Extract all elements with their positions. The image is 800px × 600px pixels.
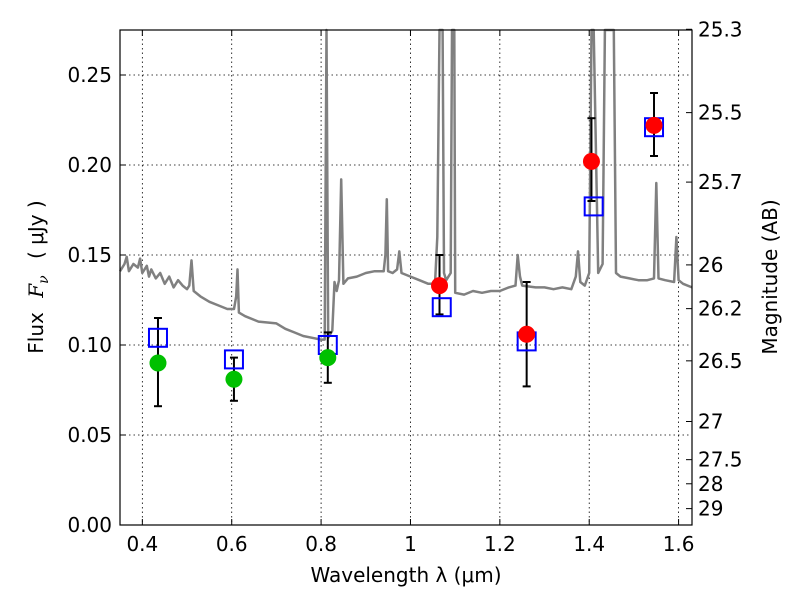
y-axis-title-symbol: F <box>24 283 48 299</box>
x-tick-label: 1.2 <box>484 532 516 556</box>
y2-tick-label: 29 <box>698 497 723 521</box>
plot-frame <box>119 29 693 526</box>
y-tick-label: 0.10 <box>67 333 112 357</box>
model-photometry-square <box>147 327 168 348</box>
model-photometry-square <box>223 349 244 370</box>
measured-photometry-points <box>149 116 663 388</box>
y-tick-label: 0.00 <box>67 513 112 537</box>
x-tick-label: 1.6 <box>663 532 695 556</box>
x-tick-label: 1 <box>404 532 417 556</box>
y-tick-label: 0.05 <box>67 423 112 447</box>
model-photometry-square <box>583 196 604 217</box>
axis-ticks: 0.4 0.6 0.8 1 1.2 1.4 1.6 0.00 0.05 0.10 0.15 0.20 0… <box>67 17 742 556</box>
model-photometry-square <box>431 297 452 318</box>
x-tick-label: 0.4 <box>126 532 158 556</box>
measured-point <box>645 116 663 134</box>
measured-point <box>431 277 449 295</box>
grid <box>120 30 692 526</box>
y2-axis-title: Magnitude (AB) <box>758 199 782 354</box>
measured-point <box>319 349 337 367</box>
y2-tick-label: 26 <box>698 253 723 277</box>
y-axis-title: Flux Fν ( μJy ) <box>24 200 53 353</box>
y2-tick-label: 26.2 <box>698 297 743 321</box>
measured-point <box>518 325 536 343</box>
x-tick-label: 1.4 <box>573 532 605 556</box>
x-tick-label: 0.6 <box>216 532 248 556</box>
x-axis-title: Wavelength λ (μm) <box>310 563 501 587</box>
y-tick-label: 0.15 <box>67 243 112 267</box>
spectrum-line <box>118 28 693 341</box>
y-axis-title-prefix: Flux <box>24 312 48 354</box>
y-tick-label: 0.20 <box>67 153 112 177</box>
measured-point <box>582 152 600 170</box>
y-axis-title-unit: ( μJy ) <box>24 200 48 259</box>
y-tick-label: 0.25 <box>67 63 112 87</box>
model-spectrum <box>118 28 693 341</box>
y2-tick-label: 26.5 <box>698 349 743 373</box>
y2-tick-label: 25.3 <box>698 17 743 41</box>
y2-tick-label: 25.7 <box>698 170 743 194</box>
y2-tick-label: 27 <box>698 410 723 434</box>
y2-tick-label: 25.5 <box>698 101 743 125</box>
x-tick-label: 0.8 <box>305 532 337 556</box>
measured-point <box>225 370 243 388</box>
y-axis-title-subscript: ν <box>36 275 52 284</box>
measured-point <box>149 354 167 372</box>
y2-tick-label: 28 <box>698 472 723 496</box>
error-bars <box>153 92 659 408</box>
y2-tick-label: 27.5 <box>698 448 743 472</box>
